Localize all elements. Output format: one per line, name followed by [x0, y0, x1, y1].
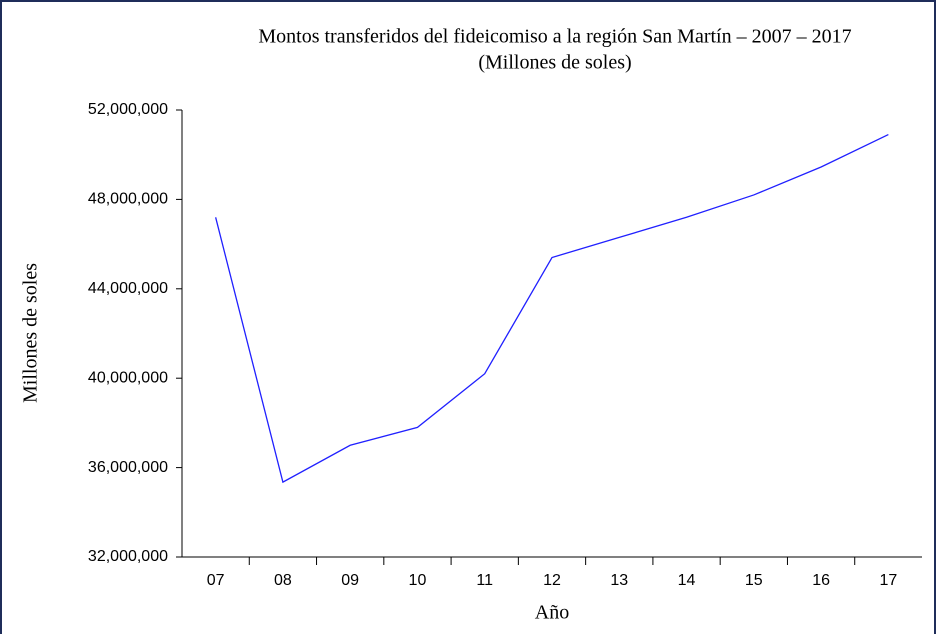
x-tick-label: 10	[409, 572, 427, 589]
x-tick-label: 09	[341, 572, 359, 589]
x-tick-label: 16	[812, 572, 830, 589]
x-axis-label: Año	[535, 602, 569, 624]
x-tick-label: 13	[610, 572, 628, 589]
x-tick-label: 15	[745, 572, 763, 589]
y-tick-label: 44,000,000	[88, 280, 168, 297]
chart-title: Montos transferidos del fideicomiso a la…	[258, 26, 851, 48]
y-axis-label: Millones de soles	[20, 263, 42, 403]
y-tick-label: 36,000,000	[88, 459, 168, 476]
x-tick-label: 12	[543, 572, 561, 589]
y-tick-label: 48,000,000	[88, 191, 168, 208]
y-tick-label: 32,000,000	[88, 548, 168, 565]
x-tick-label: 07	[207, 572, 225, 589]
y-tick-label: 40,000,000	[88, 369, 168, 386]
x-tick-label: 14	[678, 572, 696, 589]
series-line	[215, 133, 889, 484]
x-tick-label: 17	[879, 572, 897, 589]
x-tick-label: 11	[476, 572, 493, 589]
y-tick-label: 52,000,000	[88, 101, 168, 118]
x-tick-label: 08	[274, 572, 292, 589]
chart-subtitle: (Millones de soles)	[478, 52, 631, 74]
